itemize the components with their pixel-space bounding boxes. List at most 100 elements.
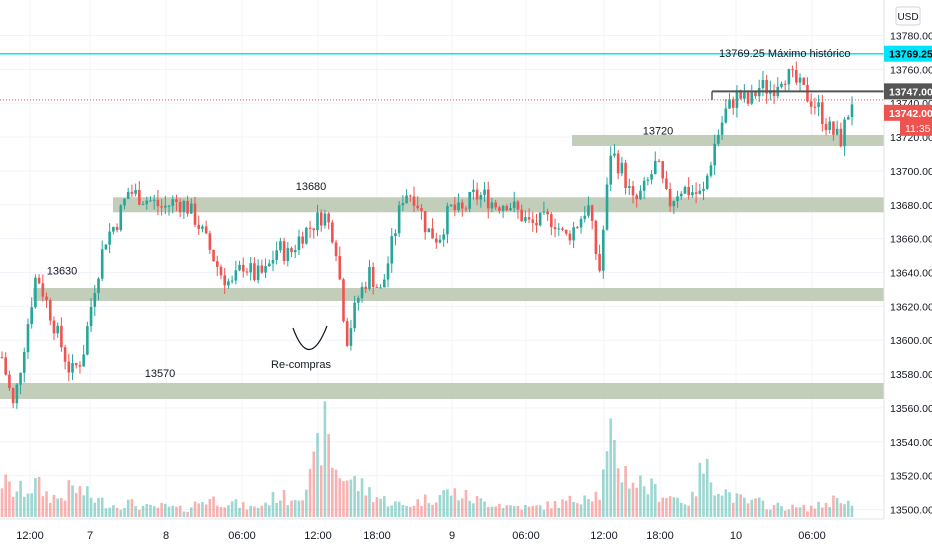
candle-body (646, 179, 650, 181)
volume-bar (297, 500, 301, 517)
volume-bar (520, 509, 523, 517)
volume-bar (0, 488, 4, 517)
candle-body (282, 241, 286, 261)
volume-bar (164, 503, 167, 517)
candle-body (11, 388, 15, 404)
currency-label[interactable]: USD (897, 12, 918, 23)
volume-bar (720, 495, 724, 517)
candle-body (832, 121, 835, 135)
volume-bar (587, 499, 590, 517)
volume-bar (60, 498, 63, 517)
volume-bar (63, 500, 67, 517)
volume-bar (438, 495, 442, 517)
volume-bar (412, 505, 416, 517)
volume-bar (67, 480, 71, 517)
volume-bar (561, 499, 564, 517)
time-tick-label: 12:00 (304, 530, 332, 542)
candle-body (56, 325, 59, 334)
candle-body (728, 99, 731, 109)
volume-bar (446, 489, 449, 517)
candle-body (175, 199, 178, 202)
volume-bar (531, 505, 535, 517)
candle-body (4, 357, 8, 375)
candles (0, 61, 854, 409)
currency-box[interactable] (895, 6, 921, 26)
candle-body (167, 205, 171, 207)
candle-body (661, 161, 664, 179)
candle-body (846, 117, 850, 120)
volume-bar (334, 469, 338, 517)
candle-body (319, 212, 323, 226)
candle-body (267, 263, 271, 267)
candle-body (379, 287, 382, 289)
candle-body (568, 233, 572, 241)
volume-bar (22, 496, 26, 517)
candle-body (835, 128, 839, 135)
candle-body (160, 206, 163, 208)
zone-label-13680: 13680 (296, 181, 327, 193)
candle-body (705, 175, 709, 189)
candle-body (290, 248, 293, 253)
volume-bar (550, 508, 553, 517)
price-tick-label: 13520.00 (890, 471, 932, 483)
volume-bar (249, 505, 252, 517)
candle-body (538, 212, 542, 226)
time-tick-label: 06:00 (228, 530, 256, 542)
volume-bar (813, 508, 817, 517)
volume-bar (319, 465, 323, 517)
price-tick-label: 13540.00 (890, 437, 932, 449)
volume-bar (275, 502, 278, 517)
volume-bar (175, 506, 178, 517)
volume-bar (512, 506, 516, 517)
candle-body (809, 101, 813, 107)
candle-body (691, 192, 694, 196)
candle-body (668, 188, 672, 207)
candle-body (427, 228, 431, 233)
candle-body (627, 186, 631, 188)
candle-body (527, 217, 531, 220)
candle-body (279, 241, 282, 251)
candle-body (828, 121, 832, 131)
price-tick-label: 13660.00 (890, 234, 932, 246)
candle-body (576, 227, 579, 229)
candle-body (186, 200, 189, 214)
volume-bar (691, 491, 694, 517)
zone-group (0, 134, 884, 399)
candle-body (772, 90, 776, 97)
candle-body (412, 196, 416, 206)
zone-label-13720: 13720 (643, 125, 674, 137)
volume-bar (82, 495, 85, 517)
candle-body (598, 254, 601, 271)
candle-body (524, 217, 527, 222)
volume-bar (167, 506, 171, 517)
volume-bar (572, 501, 575, 517)
price-axis: 13780.0013760.0013740.0013720.0013700.00… (883, 0, 932, 550)
volume-bar (535, 505, 538, 517)
candle-body (164, 205, 167, 208)
volume-bar (516, 505, 520, 517)
candle-body (342, 279, 345, 322)
re-buy-arc (292, 325, 328, 350)
candle-body (45, 296, 48, 301)
volume-bar (475, 496, 479, 517)
volume-bar (850, 505, 854, 517)
volume-bar (431, 504, 434, 517)
zone-13627 (33, 288, 884, 302)
candle-body (97, 278, 100, 294)
volume-bar (743, 497, 746, 517)
volume-bar (227, 505, 230, 517)
volume-bar (646, 494, 650, 517)
candle-body (308, 227, 312, 229)
volume-bar (568, 495, 572, 517)
volume-bar (108, 507, 111, 517)
candle-body (631, 186, 635, 196)
candle-body (512, 201, 516, 209)
volume-bar (15, 491, 19, 517)
candle-body (702, 188, 705, 191)
candle-body (486, 189, 490, 209)
volume-bar (8, 481, 11, 517)
volume-bar (323, 401, 327, 517)
candle-body (806, 84, 809, 102)
candle-body (171, 199, 175, 206)
